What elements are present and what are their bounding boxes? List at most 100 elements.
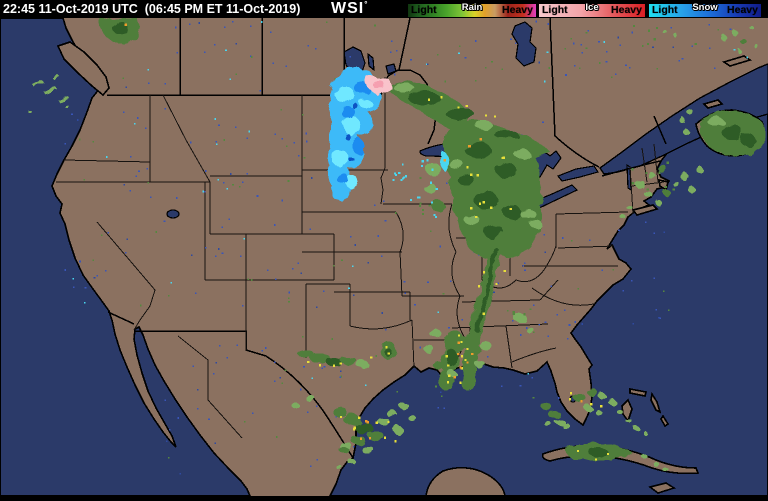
noise-pixel — [221, 252, 224, 254]
noise-pixel — [663, 231, 666, 233]
noise-pixel — [570, 38, 572, 40]
noise-pixel — [538, 61, 540, 64]
noise-pixel — [445, 355, 448, 358]
noise-pixel — [265, 347, 267, 349]
noise-pixel — [83, 179, 86, 181]
noise-pixel — [147, 69, 149, 71]
cell-clusters — [124, 23, 697, 461]
rain-pacific-northwest — [28, 18, 140, 113]
noise-pixel — [532, 397, 535, 399]
noise-pixel — [354, 244, 357, 246]
noise-pixel — [464, 57, 467, 59]
noise-pixel — [658, 317, 660, 319]
noise-pixel — [430, 230, 432, 232]
noise-pixel — [196, 389, 199, 391]
noise-pixel — [422, 208, 425, 211]
noise-pixel — [192, 365, 194, 367]
noise-pixel — [93, 277, 96, 279]
noise-pixel — [359, 437, 363, 440]
baja-tip — [425, 466, 506, 497]
noise-pixel — [256, 195, 259, 197]
noise-pixel — [403, 176, 405, 179]
noise-pixel — [470, 173, 473, 176]
noise-pixel — [163, 220, 166, 223]
noise-pixel — [409, 199, 412, 202]
ice-gradient — [539, 4, 645, 17]
radar-echoes — [28, 18, 766, 472]
noise-pixel — [309, 228, 311, 231]
noise-pixel — [426, 63, 428, 65]
noise-pixel — [430, 201, 433, 204]
noise-pixel — [124, 252, 127, 254]
noise-pixel — [107, 232, 109, 234]
rain-heavy-label: Heavy — [502, 4, 533, 16]
rain-light-label: Light — [411, 4, 437, 16]
noise-pixel — [512, 311, 515, 314]
echo-patch — [674, 34, 678, 38]
noise-pixel — [468, 145, 471, 148]
echo-patch — [434, 362, 446, 370]
noise-pixel — [544, 251, 547, 253]
noise-pixel — [275, 278, 277, 281]
noise-pixel — [461, 319, 464, 321]
noise-pixel — [746, 56, 748, 59]
echo-patch — [664, 191, 672, 197]
echo-patch — [555, 419, 565, 425]
noise-pixel — [339, 362, 342, 365]
noise-pixel — [576, 450, 579, 452]
rain-label: Rain — [461, 2, 483, 13]
noise-pixel — [631, 182, 634, 185]
noise-pixel — [457, 341, 460, 345]
noise-pixel — [335, 416, 338, 418]
noise-pixel — [598, 41, 600, 43]
ice-light-label: Light — [542, 4, 568, 16]
noise-pixel — [653, 277, 656, 279]
echo-patch — [740, 134, 756, 146]
echo-patch — [28, 110, 31, 113]
noise-pixel — [628, 67, 631, 69]
noise-pixel — [203, 51, 206, 54]
noise-pixel — [652, 46, 654, 49]
noise-pixel — [618, 229, 620, 232]
noise-pixel — [280, 108, 282, 111]
echo-patch — [541, 402, 551, 410]
noise-pixel — [441, 395, 443, 398]
noise-pixel — [419, 204, 422, 207]
noise-pixel — [418, 196, 421, 199]
noise-pixel — [445, 182, 448, 185]
echo-patch — [617, 410, 623, 414]
noise-pixel — [307, 360, 310, 364]
noise-pixel — [479, 138, 483, 141]
echo-patch — [387, 410, 397, 418]
noise-pixel — [419, 202, 422, 205]
noise-pixel — [394, 173, 397, 177]
noise-pixel — [558, 397, 560, 399]
noise-pixel — [523, 262, 526, 264]
noise-pixel — [633, 25, 636, 28]
noise-pixel — [581, 323, 583, 325]
noise-pixel — [437, 311, 439, 314]
snow-echo — [341, 106, 355, 118]
noise-pixel — [556, 314, 558, 316]
noise-pixel — [169, 428, 171, 431]
bahama-cay — [660, 414, 670, 428]
noise-pixel — [279, 377, 281, 379]
noise-pixel — [374, 24, 376, 27]
noise-pixel — [436, 54, 439, 56]
noise-pixel — [122, 111, 125, 113]
noise-pixel — [333, 364, 336, 367]
noise-pixel — [194, 292, 197, 295]
noise-pixel — [272, 62, 274, 64]
noise-pixel — [403, 280, 406, 283]
ice-label: Ice — [585, 2, 599, 13]
noise-pixel — [394, 440, 397, 443]
prince-edward-island — [702, 99, 724, 109]
noise-pixel — [419, 346, 422, 349]
noise-pixel — [215, 362, 218, 364]
echo-patch — [548, 410, 560, 418]
noise-pixel — [72, 286, 75, 288]
noise-pixel — [223, 182, 225, 184]
noise-pixel — [708, 23, 711, 26]
noise-pixel — [531, 376, 533, 379]
echo-patch — [423, 344, 433, 352]
